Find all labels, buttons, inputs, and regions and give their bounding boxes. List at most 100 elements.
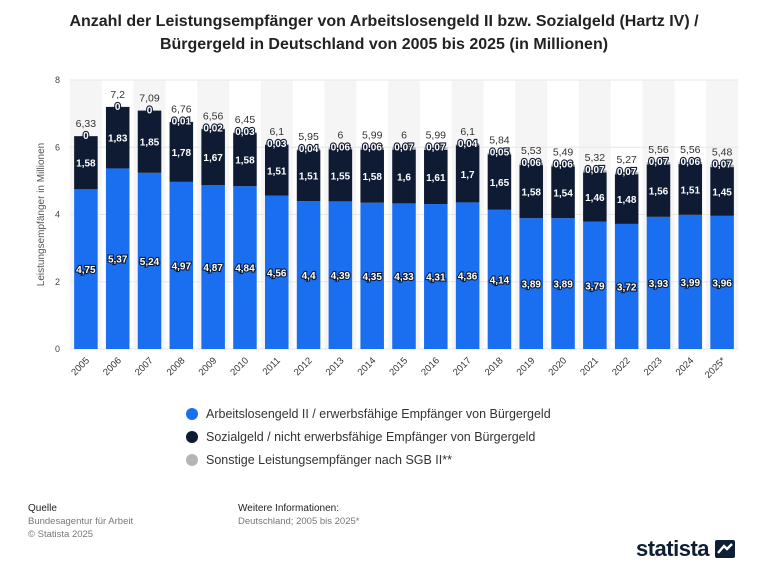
- bar-2-2012: [296, 150, 321, 202]
- data-label-2-2011: 1,51: [267, 166, 287, 177]
- chart-title: Anzahl der Leistungsempfänger von Arbeit…: [0, 10, 768, 56]
- source-name[interactable]: Bundesagentur für Arbeit: [28, 516, 134, 527]
- data-label-3-2016: 0,07: [426, 143, 446, 154]
- data-label-1-2007: 5,24: [140, 257, 160, 268]
- x-tick-label-2022: 2022: [610, 355, 633, 378]
- total-label-2013: 6: [337, 129, 343, 141]
- data-label-2-2015: 1,6: [397, 173, 411, 184]
- data-label-2-2013: 1,55: [331, 171, 351, 182]
- total-label-2025*: 5,48: [712, 147, 733, 159]
- bar-2-2007: [137, 110, 162, 173]
- data-label-1-2020: 3,89: [553, 280, 573, 291]
- total-label-2011: 6,1: [269, 126, 284, 138]
- bar-1-2012: [296, 201, 321, 349]
- total-label-2015: 6: [401, 129, 407, 141]
- total-label-2008: 6,76: [171, 104, 192, 116]
- bar-3-2018: [487, 152, 512, 155]
- x-tick-label-2016: 2016: [419, 355, 442, 378]
- bar-3-2024: [678, 162, 703, 165]
- total-label-2017: 6,1: [460, 126, 475, 138]
- label-layer: 4,751,5806,335,371,8307,25,241,8507,094,…: [75, 89, 733, 295]
- legend-label-series-2: Sozialgeld / nicht erwerbsfähige Empfäng…: [206, 429, 536, 444]
- data-label-1-2014: 4,35: [362, 272, 382, 283]
- total-label-2018: 5,84: [489, 135, 510, 147]
- data-label-3-2011: 0,03: [267, 139, 287, 150]
- info-heading: Weitere Informationen:: [238, 503, 339, 514]
- bar-3-2011: [264, 143, 289, 145]
- data-label-1-2024: 3,99: [681, 278, 701, 289]
- bar-3-2013: [328, 147, 353, 150]
- data-label-2-2014: 1,58: [362, 172, 382, 183]
- x-tick-label-2007: 2007: [133, 355, 156, 378]
- legend-item-series-3[interactable]: Sonstige Leistungsempfänger nach SGB II*…: [186, 448, 551, 471]
- bar-1-2005: [74, 189, 98, 349]
- bar-1-2024: [678, 214, 703, 349]
- x-tick-label-2009: 2009: [197, 355, 220, 378]
- total-label-2009: 6,56: [203, 110, 224, 122]
- bar-2-2024: [678, 164, 703, 215]
- bar-1-2009: [201, 185, 225, 349]
- total-label-2016: 5,99: [426, 130, 447, 142]
- data-label-1-2022: 3,72: [617, 282, 637, 293]
- chart-legend: Arbeitslosengeld II / erwerbsfähige Empf…: [186, 402, 551, 471]
- data-label-2-2020: 1,54: [553, 188, 573, 199]
- data-label-1-2010: 4,84: [235, 264, 255, 275]
- data-label-2-2022: 1,48: [617, 195, 637, 206]
- bar-1-2019: [519, 218, 544, 349]
- bar-2-2014: [360, 149, 384, 203]
- bar-2-2010: [233, 133, 257, 187]
- bar-3-2010: [233, 132, 257, 134]
- bar-3-2021: [583, 170, 607, 173]
- bar-2-2023: [646, 164, 671, 217]
- bar-2-2015: [392, 149, 416, 204]
- total-label-2020: 5,49: [553, 146, 574, 158]
- data-label-2-2021: 1,46: [585, 193, 605, 204]
- data-label-1-2012: 4,4: [302, 271, 316, 282]
- logo-mark-icon: [715, 540, 736, 558]
- bar-3-2014: [360, 147, 384, 150]
- bar-2-2011: [264, 144, 289, 196]
- legend-marker-series-3: [186, 453, 198, 466]
- total-label-2005: 6,33: [76, 118, 97, 130]
- data-label-3-2021: 0,07: [585, 165, 605, 176]
- bar-3-2020: [551, 164, 575, 167]
- bar-3-2023: [646, 162, 671, 165]
- bar-3-2012: [296, 148, 321, 151]
- legend-item-series-1[interactable]: Arbeitslosengeld II / erwerbsfähige Empf…: [186, 402, 551, 425]
- bar-2-2006: [105, 106, 130, 169]
- data-label-3-2012: 0,04: [299, 144, 319, 155]
- bar-1-2007: [137, 172, 162, 349]
- x-tick-label-2015: 2015: [387, 355, 410, 378]
- x-tick-label-2024: 2024: [674, 355, 697, 378]
- y-tick-label-1: 2: [55, 277, 60, 287]
- data-label-3-2005: 0: [83, 131, 89, 142]
- data-label-3-2013: 0,06: [331, 142, 351, 153]
- data-label-2-2023: 1,56: [649, 187, 669, 198]
- data-label-2-2024: 1,51: [681, 185, 701, 196]
- x-tick-label-2012: 2012: [292, 355, 315, 378]
- logo-text: statista: [636, 536, 710, 561]
- x-tick-label-2019: 2019: [515, 355, 538, 378]
- x-tick-label-2014: 2014: [356, 355, 379, 378]
- y-axis-label: Leistungsempfänger in Millionen: [36, 143, 47, 286]
- statista-logo[interactable]: statista: [636, 536, 736, 562]
- legend-item-series-2[interactable]: Sozialgeld / nicht erwerbsfähige Empfäng…: [186, 425, 551, 448]
- bar-2-2017: [455, 145, 480, 203]
- x-tick-label-2005: 2005: [69, 355, 92, 378]
- bar-1-2016: [424, 204, 448, 349]
- data-label-2-2010: 1,58: [235, 156, 255, 167]
- x-tick-label-2020: 2020: [546, 355, 569, 378]
- copyright: © Statista 2025: [28, 529, 94, 540]
- info-text[interactable]: Deutschland; 2005 bis 2025*: [238, 516, 360, 527]
- bar-1-2017: [455, 202, 480, 349]
- y-tick-label-0: 0: [55, 344, 60, 354]
- data-label-2-2018: 1,65: [490, 178, 510, 189]
- x-tick-label-2018: 2018: [483, 355, 506, 378]
- bar-2-2016: [424, 149, 448, 205]
- data-label-1-2025*: 3,96: [712, 278, 732, 289]
- total-label-2006: 7,2: [110, 89, 125, 101]
- total-label-2024: 5,56: [680, 144, 701, 156]
- y-tick-label-3: 6: [55, 142, 60, 152]
- bar-1-2023: [646, 216, 671, 349]
- data-label-1-2011: 4,56: [267, 268, 287, 279]
